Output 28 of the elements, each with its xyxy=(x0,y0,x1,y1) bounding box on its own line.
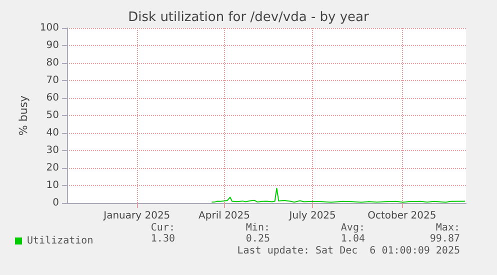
text: Min: xyxy=(246,222,270,234)
text: Avg: xyxy=(340,222,365,234)
text: Max: xyxy=(436,222,460,234)
y-tick-label: 20 xyxy=(46,162,59,174)
y-tick-label: 30 xyxy=(46,145,59,156)
x-tick-label: July 2025 xyxy=(288,210,336,222)
line-series xyxy=(211,188,466,203)
text: Last update: Sat Dec 6 01:00:09 2025 xyxy=(237,246,460,256)
text: 1.30 xyxy=(150,234,175,244)
text: 0.25 xyxy=(246,234,270,244)
x-tick-label: January 2025 xyxy=(102,210,170,222)
x-tick-label: October 2025 xyxy=(368,210,436,222)
x-tick-label: April 2025 xyxy=(198,210,250,222)
legend-label: Utilization xyxy=(27,236,94,246)
y-tick-label: 60 xyxy=(46,92,59,104)
text: 1.04 xyxy=(340,234,365,244)
text: 99.87 xyxy=(430,234,460,244)
y-tick-label: 100 xyxy=(40,22,59,34)
y-tick-label: 40 xyxy=(46,128,59,138)
y-tick-label: 90 xyxy=(46,40,59,51)
chart-title: Disk utilization for /dev/vda - by year xyxy=(128,10,370,25)
y-tick-label: 80 xyxy=(46,58,59,68)
y-tick-label: 10 xyxy=(46,180,59,191)
y-tick-label: 50 xyxy=(46,110,59,121)
y-axis-title: % busy xyxy=(17,94,30,136)
y-tick-label: 70 xyxy=(46,75,59,86)
y-tick-label: 0 xyxy=(52,198,59,208)
text: Cur: xyxy=(150,222,175,234)
